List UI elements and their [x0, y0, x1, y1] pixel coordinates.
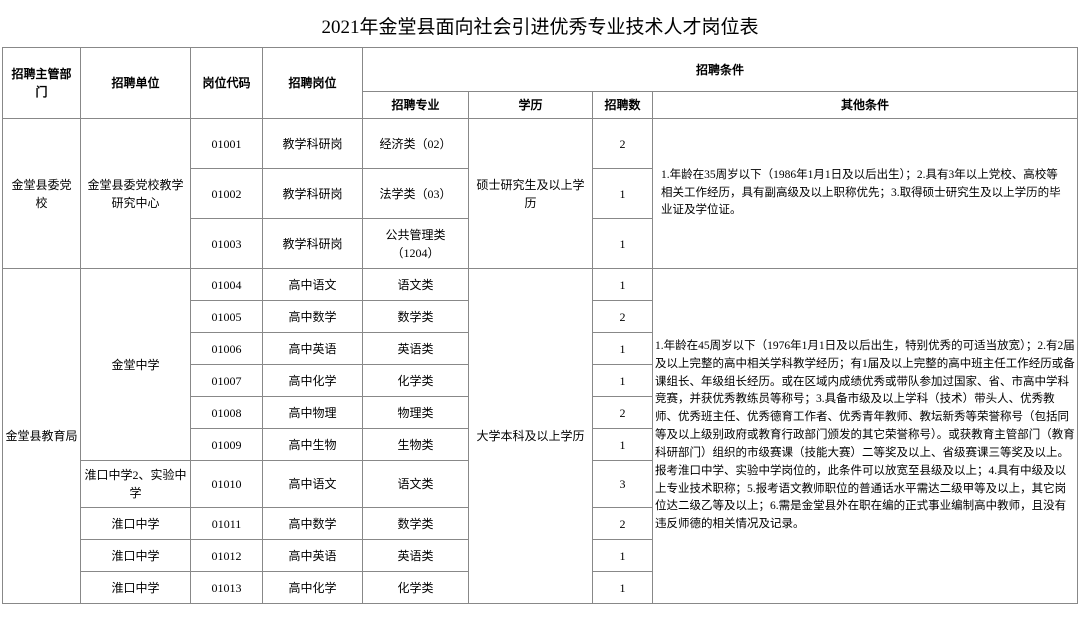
- cell-num: 1: [593, 540, 653, 572]
- cell-code: 01001: [191, 119, 263, 169]
- cell-unit: 淮口中学: [81, 540, 191, 572]
- header-post: 招聘岗位: [263, 48, 363, 119]
- cell-code: 01010: [191, 461, 263, 508]
- cell-unit: 金堂县委党校教学研究中心: [81, 119, 191, 269]
- table-row: 金堂县教育局金堂中学01004高中语文语文类大学本科及以上学历11.年龄在45周…: [3, 269, 1078, 301]
- cell-major: 物理类: [363, 397, 469, 429]
- cell-other: 1.年龄在35周岁以下（1986年1月1日及以后出生）；2.具有3年以上党校、高…: [653, 119, 1078, 269]
- cell-code: 01008: [191, 397, 263, 429]
- header-unit: 招聘单位: [81, 48, 191, 119]
- cell-code: 01007: [191, 365, 263, 397]
- cell-major: 经济类（02）: [363, 119, 469, 169]
- header-num: 招聘数: [593, 92, 653, 119]
- cell-dept: 金堂县教育局: [3, 269, 81, 604]
- cell-num: 2: [593, 508, 653, 540]
- cell-code: 01011: [191, 508, 263, 540]
- cell-major: 化学类: [363, 365, 469, 397]
- cell-unit: 淮口中学2、实验中学: [81, 461, 191, 508]
- cell-major: 生物类: [363, 429, 469, 461]
- job-table: 招聘主管部门 招聘单位 岗位代码 招聘岗位 招聘条件 招聘专业 学历 招聘数 其…: [2, 47, 1078, 604]
- cell-post: 高中英语: [263, 333, 363, 365]
- cell-dept: 金堂县委党校: [3, 119, 81, 269]
- cell-num: 1: [593, 219, 653, 269]
- cell-code: 01013: [191, 572, 263, 604]
- cell-major: 化学类: [363, 572, 469, 604]
- cell-num: 1: [593, 365, 653, 397]
- cell-unit: 淮口中学: [81, 508, 191, 540]
- cell-num: 3: [593, 461, 653, 508]
- cell-code: 01002: [191, 169, 263, 219]
- cell-post: 高中语文: [263, 269, 363, 301]
- cell-post: 高中化学: [263, 365, 363, 397]
- header-dept: 招聘主管部门: [3, 48, 81, 119]
- cell-post: 高中英语: [263, 540, 363, 572]
- page-title: 2021年金堂县面向社会引进优秀专业技术人才岗位表: [2, 2, 1078, 47]
- cell-num: 2: [593, 119, 653, 169]
- cell-code: 01009: [191, 429, 263, 461]
- header-edu: 学历: [469, 92, 593, 119]
- cell-post: 教学科研岗: [263, 119, 363, 169]
- cell-post: 高中数学: [263, 301, 363, 333]
- cell-code: 01003: [191, 219, 263, 269]
- cell-num: 1: [593, 429, 653, 461]
- header-other: 其他条件: [653, 92, 1078, 119]
- cell-post: 高中化学: [263, 572, 363, 604]
- cell-post: 高中物理: [263, 397, 363, 429]
- cell-edu: 硕士研究生及以上学历: [469, 119, 593, 269]
- cell-edu: 大学本科及以上学历: [469, 269, 593, 604]
- cell-post: 教学科研岗: [263, 169, 363, 219]
- cell-major: 数学类: [363, 508, 469, 540]
- cell-code: 01004: [191, 269, 263, 301]
- cell-major: 数学类: [363, 301, 469, 333]
- cell-code: 01006: [191, 333, 263, 365]
- cell-num: 1: [593, 572, 653, 604]
- cell-unit: 淮口中学: [81, 572, 191, 604]
- cell-num: 1: [593, 333, 653, 365]
- cell-code: 01005: [191, 301, 263, 333]
- cell-num: 1: [593, 169, 653, 219]
- cell-post: 高中生物: [263, 429, 363, 461]
- cell-post: 教学科研岗: [263, 219, 363, 269]
- cell-major: 语文类: [363, 461, 469, 508]
- cell-num: 1: [593, 269, 653, 301]
- cell-post: 高中语文: [263, 461, 363, 508]
- cell-major: 公共管理类（1204）: [363, 219, 469, 269]
- cell-num: 2: [593, 301, 653, 333]
- cell-major: 英语类: [363, 333, 469, 365]
- cell-code: 01012: [191, 540, 263, 572]
- table-row: 金堂县委党校金堂县委党校教学研究中心01001教学科研岗经济类（02）硕士研究生…: [3, 119, 1078, 169]
- header-cond: 招聘条件: [363, 48, 1078, 92]
- cell-major: 法学类（03）: [363, 169, 469, 219]
- header-code: 岗位代码: [191, 48, 263, 119]
- cell-unit: 金堂中学: [81, 269, 191, 461]
- cell-major: 英语类: [363, 540, 469, 572]
- cell-other: 1.年龄在45周岁以下（1976年1月1日及以后出生，特别优秀的可适当放宽）；2…: [653, 269, 1078, 604]
- header-major: 招聘专业: [363, 92, 469, 119]
- cell-num: 2: [593, 397, 653, 429]
- cell-major: 语文类: [363, 269, 469, 301]
- cell-post: 高中数学: [263, 508, 363, 540]
